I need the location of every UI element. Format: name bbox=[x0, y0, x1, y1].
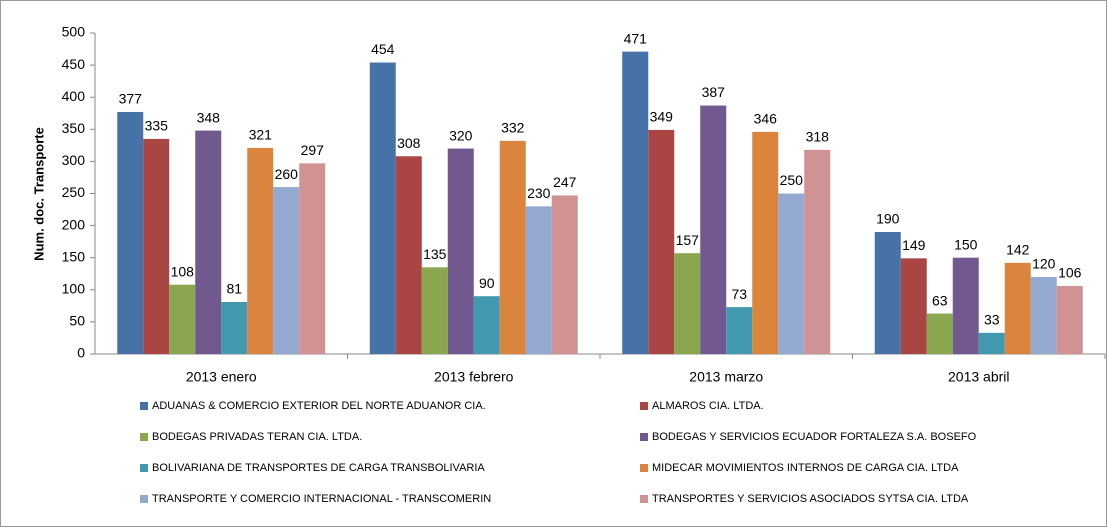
data-label: 321 bbox=[249, 127, 273, 143]
bar bbox=[978, 332, 1005, 354]
bar bbox=[1030, 276, 1057, 354]
data-label: 348 bbox=[197, 109, 221, 125]
data-label: 387 bbox=[702, 84, 726, 100]
data-label: 120 bbox=[1032, 256, 1056, 272]
bar bbox=[1056, 285, 1083, 354]
data-label: 190 bbox=[876, 211, 900, 227]
data-label: 247 bbox=[553, 174, 577, 190]
bar bbox=[622, 51, 649, 354]
bar bbox=[299, 163, 326, 354]
data-label: 157 bbox=[676, 232, 700, 248]
bar bbox=[926, 313, 953, 354]
bar bbox=[169, 284, 196, 354]
data-label: 454 bbox=[371, 41, 395, 57]
data-label: 250 bbox=[780, 172, 804, 188]
y-tick-label: 50 bbox=[69, 313, 85, 329]
legend-swatch bbox=[140, 464, 148, 472]
data-label: 108 bbox=[171, 263, 195, 279]
bar bbox=[395, 156, 422, 354]
legend-label: TRANSPORTE Y COMERCIO INTERNACIONAL - TR… bbox=[152, 493, 491, 505]
x-tick-label: 2013 enero bbox=[186, 369, 257, 385]
data-label: 471 bbox=[624, 30, 648, 46]
data-label: 230 bbox=[527, 185, 551, 201]
y-tick-label: 500 bbox=[62, 24, 86, 40]
data-label: 260 bbox=[275, 166, 299, 182]
y-tick-label: 450 bbox=[62, 56, 86, 72]
legend-swatch bbox=[640, 495, 648, 503]
data-label: 63 bbox=[932, 292, 948, 308]
data-label: 150 bbox=[954, 236, 978, 252]
data-label: 320 bbox=[449, 127, 473, 143]
legend-label: TRANSPORTES Y SERVICIOS ASOCIADOS SYTSA … bbox=[652, 493, 969, 505]
legend-swatch bbox=[640, 464, 648, 472]
y-axis-label: Num. doc. Transporte bbox=[31, 127, 46, 261]
bar bbox=[648, 129, 675, 354]
bar bbox=[273, 187, 300, 354]
data-label: 297 bbox=[301, 142, 325, 158]
bar bbox=[726, 307, 753, 354]
bar bbox=[874, 232, 901, 354]
x-tick-label: 2013 febrero bbox=[434, 369, 514, 385]
bar bbox=[551, 195, 578, 354]
legend-label: BODEGAS Y SERVICIOS ECUADOR FORTALEZA S.… bbox=[652, 431, 977, 443]
bar bbox=[674, 253, 701, 354]
y-tick-label: 250 bbox=[62, 184, 86, 200]
bar bbox=[221, 301, 248, 354]
bar bbox=[752, 131, 779, 354]
legend-label: ALMAROS CIA. LTDA. bbox=[652, 400, 764, 412]
bar bbox=[117, 111, 144, 354]
legend-label: BODEGAS PRIVADAS TERAN CIA. LTDA. bbox=[152, 431, 362, 443]
legend-swatch bbox=[140, 402, 148, 410]
data-label: 377 bbox=[119, 91, 143, 107]
data-label: 335 bbox=[145, 118, 169, 134]
bar bbox=[700, 105, 727, 355]
bar bbox=[143, 138, 170, 354]
legend-label: ADUANAS & COMERCIO EXTERIOR DEL NORTE AD… bbox=[152, 400, 486, 412]
data-label: 149 bbox=[902, 237, 926, 253]
data-label: 73 bbox=[731, 286, 747, 302]
legend-label: MIDECAR MOVIMIENTOS INTERNOS DE CARGA CI… bbox=[652, 462, 959, 474]
y-tick-label: 400 bbox=[62, 88, 86, 104]
data-label: 106 bbox=[1058, 265, 1082, 281]
y-tick-label: 0 bbox=[77, 345, 85, 361]
y-tick-label: 200 bbox=[62, 216, 86, 232]
y-tick-label: 100 bbox=[62, 281, 86, 297]
data-label: 33 bbox=[984, 312, 1000, 328]
bar bbox=[1004, 262, 1031, 354]
bar bbox=[525, 206, 552, 354]
bar bbox=[804, 149, 831, 354]
bar bbox=[421, 267, 448, 354]
data-label: 349 bbox=[650, 109, 674, 125]
data-label: 81 bbox=[226, 281, 242, 297]
bar bbox=[247, 147, 274, 354]
y-tick-label: 150 bbox=[62, 248, 86, 264]
y-tick-label: 300 bbox=[62, 152, 86, 168]
bar bbox=[900, 258, 927, 354]
legend-swatch bbox=[140, 433, 148, 441]
bar bbox=[195, 130, 222, 354]
bar bbox=[473, 296, 500, 354]
bar bbox=[952, 257, 979, 354]
data-label: 346 bbox=[754, 111, 778, 127]
y-tick-label: 350 bbox=[62, 120, 86, 136]
x-tick-label: 2013 marzo bbox=[689, 369, 763, 385]
bar bbox=[499, 140, 526, 354]
bar bbox=[778, 193, 805, 354]
legend-swatch bbox=[640, 433, 648, 441]
legend-label: BOLIVARIANA DE TRANSPORTES DE CARGA TRAN… bbox=[152, 462, 485, 474]
data-label: 90 bbox=[479, 275, 495, 291]
legend-swatch bbox=[140, 495, 148, 503]
bar bbox=[447, 148, 474, 354]
data-label: 332 bbox=[501, 120, 525, 136]
data-label: 318 bbox=[806, 129, 830, 145]
data-label: 142 bbox=[1006, 242, 1030, 258]
bar bbox=[369, 62, 396, 354]
data-label: 135 bbox=[423, 246, 447, 262]
legend-swatch bbox=[640, 402, 648, 410]
x-tick-label: 2013 abril bbox=[948, 369, 1010, 385]
data-label: 308 bbox=[397, 135, 421, 151]
